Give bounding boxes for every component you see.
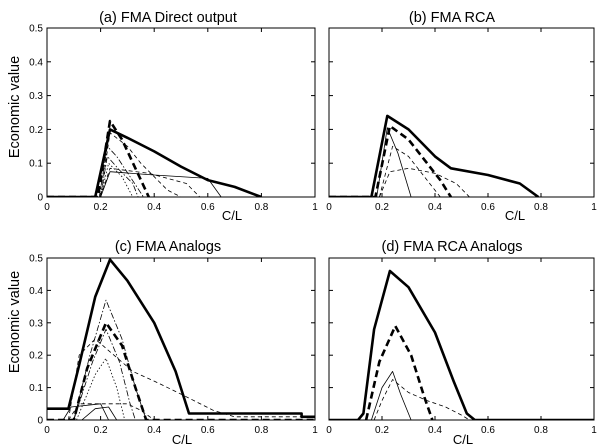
series-line-8	[76, 358, 126, 420]
series-group	[47, 258, 315, 420]
x-tick-label: 0.6	[481, 202, 495, 213]
figure-ylabel-top: Economic value	[7, 56, 23, 158]
x-tick-label: 0.4	[428, 202, 442, 213]
figure-ylabel-bottom: Economic value	[7, 271, 23, 373]
y-tick-label: 0.4	[29, 57, 43, 68]
x-tick-label: 0.2	[375, 202, 389, 213]
series-line-0	[329, 114, 540, 197]
series-line-2	[100, 171, 222, 197]
panel-d: (d) FMA RCA Analogs 0 0.2 0.4 0.6 0.8 1 C/L	[326, 239, 597, 447]
y-tick-label: 0.5	[29, 24, 43, 35]
series-line-2	[371, 371, 412, 420]
series-line-4	[68, 338, 310, 420]
series-line-2	[62, 403, 109, 420]
x-tick-label: 0.6	[481, 425, 495, 436]
y-tick-label: 0.2	[29, 125, 43, 136]
plot-frame	[328, 257, 595, 421]
x-tick-label: 0	[44, 202, 50, 213]
x-tick-label: 0	[326, 425, 332, 436]
y-tick-label: 0.5	[29, 254, 43, 265]
series-line-2	[376, 127, 412, 197]
x-tick-label: 0	[326, 202, 332, 213]
series-line-5	[98, 145, 144, 197]
x-axis-label: C/L	[453, 432, 473, 447]
panel-title: (a) FMA Direct output	[99, 10, 237, 26]
x-tick-label: 0.8	[534, 425, 548, 436]
series-line-3	[100, 132, 182, 197]
x-tick-label: 0.8	[254, 425, 268, 436]
series-line-4	[100, 167, 201, 197]
y-tick-label: 0.3	[29, 318, 43, 329]
series-line-3	[81, 406, 118, 420]
series-line-3	[379, 167, 470, 197]
series-line-0	[47, 128, 262, 197]
x-axis-label: C/L	[172, 432, 192, 447]
panel-title: (b) FMA RCA	[409, 10, 496, 26]
x-tick-label: 0.2	[375, 425, 389, 436]
x-axis-label: C/L	[222, 208, 242, 223]
y-tick-label: 0.1	[29, 159, 43, 170]
y-tick-label: 0	[37, 416, 43, 427]
series-line-4	[379, 145, 441, 197]
x-tick-label: 0.4	[147, 425, 161, 436]
x-tick-label: 0.2	[94, 202, 108, 213]
series-line-7	[100, 162, 134, 197]
plot-frame	[328, 27, 595, 198]
series-group	[329, 269, 594, 420]
x-tick-label: 0.8	[254, 202, 268, 213]
x-tick-label: 0.8	[534, 202, 548, 213]
series-group	[329, 114, 540, 197]
x-tick-label: 1	[591, 425, 597, 436]
panel-c: (c) FMA Analogs 0 0.2 0.4 0.6 0.8 1 0 0.1 0.2 0.3 0…	[29, 239, 318, 447]
series-line-6	[100, 156, 139, 197]
series-line-0	[47, 258, 315, 419]
y-tick-label: 0	[37, 193, 43, 204]
y-tick-label: 0.2	[29, 351, 43, 362]
x-tick-label: 0.2	[94, 425, 108, 436]
series-line-6	[73, 299, 147, 420]
y-tick-label: 0.1	[29, 383, 43, 394]
x-tick-label: 1	[312, 425, 318, 436]
x-tick-label: 0.4	[147, 202, 161, 213]
x-tick-label: 1	[312, 202, 318, 213]
x-tick-label: 0.6	[201, 425, 215, 436]
x-tick-label: 0.4	[428, 425, 442, 436]
panel-title: (c) FMA Analogs	[115, 239, 221, 255]
series-group	[47, 119, 262, 197]
x-tick-label: 0	[44, 425, 50, 436]
panel-b: (b) FMA RCA 0 0.2 0.4 0.6 0.8 1 C/L	[326, 10, 597, 223]
series-line-0	[329, 269, 594, 420]
panel-a: (a) FMA Direct output 0 0.2 0.4 0.6 0.8 1 0 0.1 0…	[29, 10, 318, 223]
series-line-1	[329, 124, 453, 197]
x-tick-label: 0.6	[201, 202, 215, 213]
plot-frame	[46, 27, 316, 198]
x-tick-label: 1	[591, 202, 597, 213]
series-line-1	[47, 119, 150, 197]
y-tick-label: 0.3	[29, 91, 43, 102]
panel-title: (d) FMA RCA Analogs	[381, 239, 522, 255]
x-axis-label: C/L	[505, 208, 525, 223]
series-line-1	[364, 324, 434, 420]
plot-frame	[46, 257, 316, 421]
series-line-3	[373, 379, 470, 420]
y-tick-label: 0.4	[29, 286, 43, 297]
series-line-7	[73, 328, 136, 420]
